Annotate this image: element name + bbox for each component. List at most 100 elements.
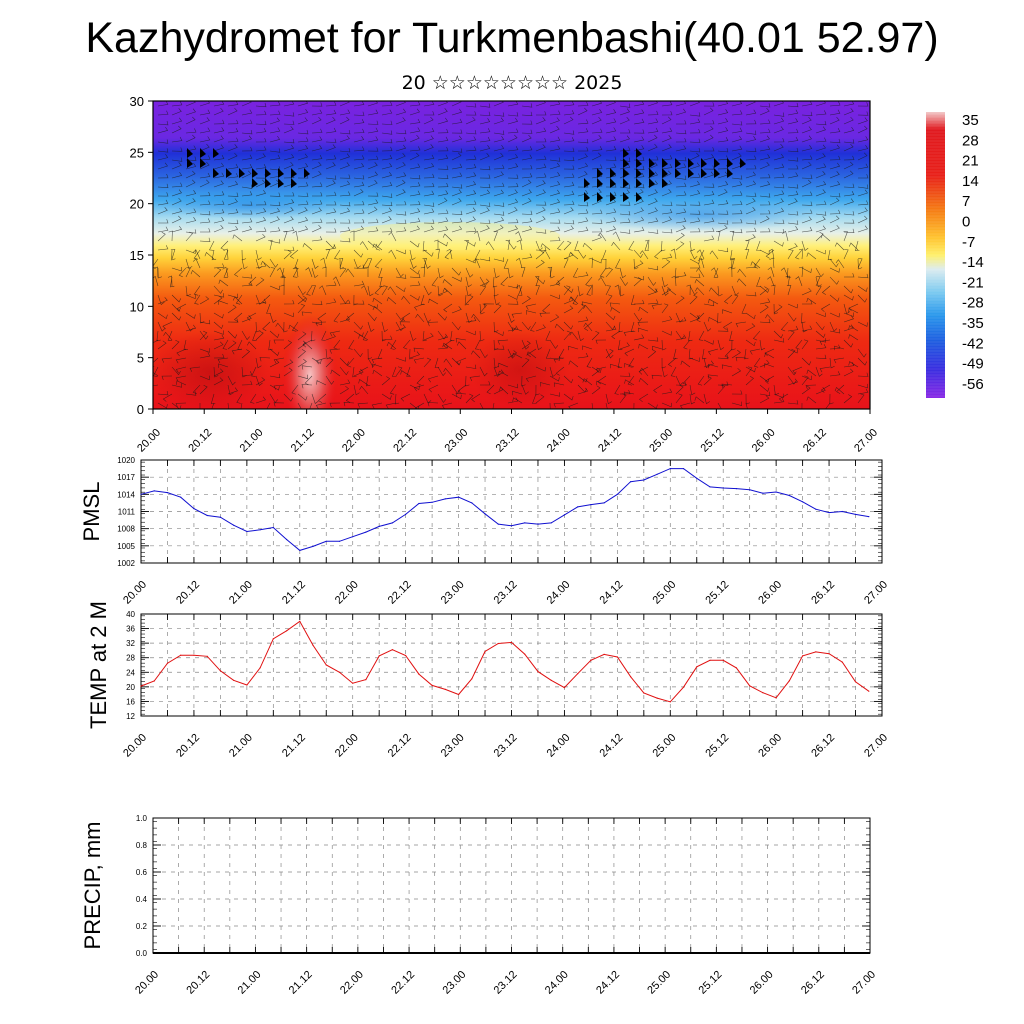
wind-barb <box>787 312 797 322</box>
wind-barb <box>493 164 505 170</box>
wind-barb <box>787 378 798 386</box>
wind-barb <box>372 369 383 377</box>
wind-barb <box>731 152 742 161</box>
x-tick-label: 21.00 <box>236 969 264 997</box>
wind-barb <box>395 144 407 152</box>
x-tick-label: 26.00 <box>756 732 784 760</box>
wind-barb <box>619 201 631 206</box>
wind-barb <box>520 267 526 278</box>
wind-barb <box>549 157 561 162</box>
wind-barb <box>843 249 849 260</box>
wind-barb <box>549 189 561 197</box>
wind-barb <box>465 267 474 278</box>
wind-barb <box>372 305 383 314</box>
y-tick-label: 24 <box>126 668 135 677</box>
wind-barb <box>801 325 813 332</box>
wind-barb <box>787 102 799 108</box>
wind-barb <box>857 348 867 358</box>
wind-barb <box>325 138 337 143</box>
wind-barb <box>717 188 728 197</box>
wind-barb <box>329 330 341 337</box>
wind-barb <box>717 285 723 297</box>
wind-barb <box>675 271 687 278</box>
wind-barb <box>647 118 659 125</box>
wind-barb <box>297 340 307 350</box>
wind-barb <box>283 120 295 125</box>
wind-barb <box>535 180 546 188</box>
wind-barb <box>498 362 509 368</box>
wind-barb <box>549 366 557 378</box>
wind-barb <box>291 321 299 332</box>
y-tick-label: 1002 <box>117 559 135 568</box>
wind-barb <box>283 340 293 350</box>
wind-barb <box>731 209 743 215</box>
wind-barb <box>437 217 449 224</box>
wind-barb <box>787 220 799 225</box>
temp-2m-point <box>153 680 155 682</box>
wind-barb <box>582 242 593 251</box>
wind-barb <box>577 171 588 179</box>
wind-barb <box>689 173 701 179</box>
wind-barb <box>619 103 631 108</box>
wind-barb <box>329 348 341 354</box>
wind-barb <box>801 267 812 274</box>
wind-barb <box>787 118 799 125</box>
wind-barb <box>175 375 187 382</box>
wind-barb <box>535 138 547 143</box>
wind-barb <box>427 402 439 407</box>
temp-2m-point <box>775 697 777 699</box>
y-tick-label: 36 <box>126 625 135 634</box>
wind-barb <box>247 341 257 350</box>
wind-barb <box>745 119 757 125</box>
wind-barb <box>255 110 267 116</box>
wind-barb <box>689 180 701 188</box>
wind-barb <box>171 136 183 143</box>
wind-barb <box>633 129 645 134</box>
wind-barb <box>367 180 378 188</box>
wind-barb <box>171 101 183 107</box>
wind-barb <box>802 300 813 305</box>
wind-barb <box>857 145 869 152</box>
wind-barb <box>297 303 306 314</box>
wind-barb <box>437 209 449 215</box>
wind-barb <box>683 339 691 350</box>
wind-barb <box>675 208 687 215</box>
wind-barb <box>610 307 621 314</box>
wind-barb <box>577 162 589 170</box>
wind-barb <box>269 373 281 379</box>
wind-barb <box>535 285 540 296</box>
x-tick-label: 24.00 <box>545 579 573 607</box>
wind-barb <box>704 147 715 152</box>
pmsl-point <box>788 494 791 497</box>
wind-barb <box>479 276 488 287</box>
y-tick-label: 1020 <box>117 456 135 465</box>
wind-barb <box>311 109 323 116</box>
wind-barb <box>857 117 868 125</box>
wind-barb <box>848 334 859 341</box>
wind-barb <box>451 306 462 314</box>
wind-barb <box>605 118 617 125</box>
wind-barb <box>759 384 770 392</box>
wind-barb <box>413 357 425 364</box>
wind-barb <box>171 294 182 303</box>
wind-barb <box>815 267 824 278</box>
wind-barb <box>367 227 379 233</box>
temp-2m-point <box>206 655 208 657</box>
wind-barb <box>815 338 827 343</box>
wind-barb <box>185 116 196 125</box>
wind-barb <box>325 375 335 385</box>
wind-barb <box>647 229 659 234</box>
wind-barb <box>157 340 167 350</box>
colorbar-label: -35 <box>962 315 984 332</box>
wind-pennant <box>636 178 642 188</box>
wind-barb <box>703 134 714 143</box>
wind-barb <box>806 297 817 305</box>
y-tick-label: 20 <box>130 197 144 212</box>
wind-barb <box>615 258 621 269</box>
pmsl-point <box>259 529 261 531</box>
wind-barb <box>218 279 229 287</box>
wind-barb <box>241 101 252 107</box>
wind-barb <box>819 339 831 346</box>
wind-barb <box>153 266 159 278</box>
